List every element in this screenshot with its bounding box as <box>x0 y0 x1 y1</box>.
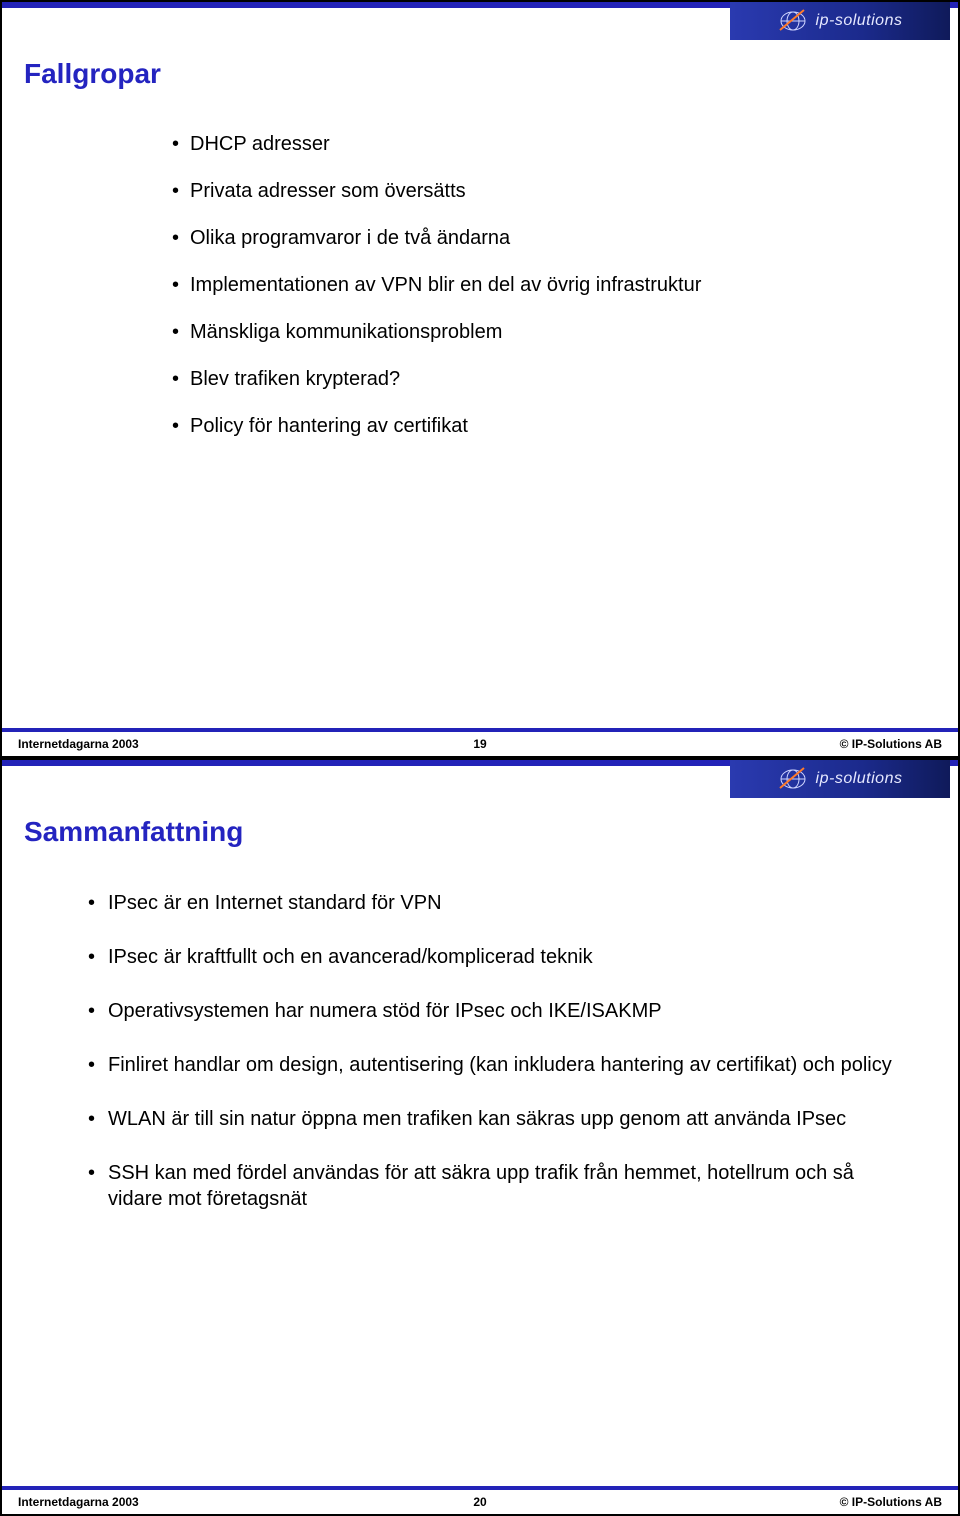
slide-footer: Internetdagarna 2003 20 © IP-Solutions A… <box>2 1486 958 1514</box>
list-item: IPsec är en Internet standard för VPN <box>88 890 898 916</box>
slide-title: Fallgropar <box>24 58 161 90</box>
footer-right: © IP-Solutions AB <box>840 737 942 751</box>
footer-page-number: 19 <box>473 737 486 751</box>
list-item: Implementationen av VPN blir en del av ö… <box>172 273 898 298</box>
brand-logo: ip-solutions <box>730 760 950 798</box>
list-item: DHCP adresser <box>172 132 898 157</box>
footer-page-number: 20 <box>473 1495 486 1509</box>
list-item: IPsec är kraftfullt och en avancerad/kom… <box>88 944 898 970</box>
brand-logo-text: ip-solutions <box>816 12 903 30</box>
globe-icon <box>778 764 808 794</box>
list-item: SSH kan med fördel användas för att säkr… <box>88 1160 898 1212</box>
brand-logo-text: ip-solutions <box>816 770 903 788</box>
header-band: ip-solutions <box>2 2 958 42</box>
bullet-list: IPsec är en Internet standard för VPN IP… <box>88 890 898 1240</box>
list-item: Policy för hantering av certifikat <box>172 414 898 439</box>
slide-footer: Internetdagarna 2003 19 © IP-Solutions A… <box>2 728 958 756</box>
footer-left: Internetdagarna 2003 <box>18 1495 139 1509</box>
slide-1: ip-solutions Fallgropar DHCP adresser Pr… <box>0 0 960 758</box>
list-item: Privata adresser som översätts <box>172 179 898 204</box>
globe-icon <box>778 6 808 36</box>
footer-right: © IP-Solutions AB <box>840 1495 942 1509</box>
list-item: Operativsystemen har numera stöd för IPs… <box>88 998 898 1024</box>
header-band: ip-solutions <box>2 760 958 800</box>
bullet-list: DHCP adresser Privata adresser som övers… <box>172 132 898 461</box>
slide-2: ip-solutions Sammanfattning IPsec är en … <box>0 758 960 1516</box>
slide-title: Sammanfattning <box>24 816 243 848</box>
footer-left: Internetdagarna 2003 <box>18 737 139 751</box>
list-item: Mänskliga kommunikationsproblem <box>172 320 898 345</box>
list-item: Blev trafiken krypterad? <box>172 367 898 392</box>
list-item: Olika programvaror i de två ändarna <box>172 226 898 251</box>
list-item: Finliret handlar om design, autentiserin… <box>88 1052 898 1078</box>
list-item: WLAN är till sin natur öppna men trafike… <box>88 1106 898 1132</box>
brand-logo: ip-solutions <box>730 2 950 40</box>
